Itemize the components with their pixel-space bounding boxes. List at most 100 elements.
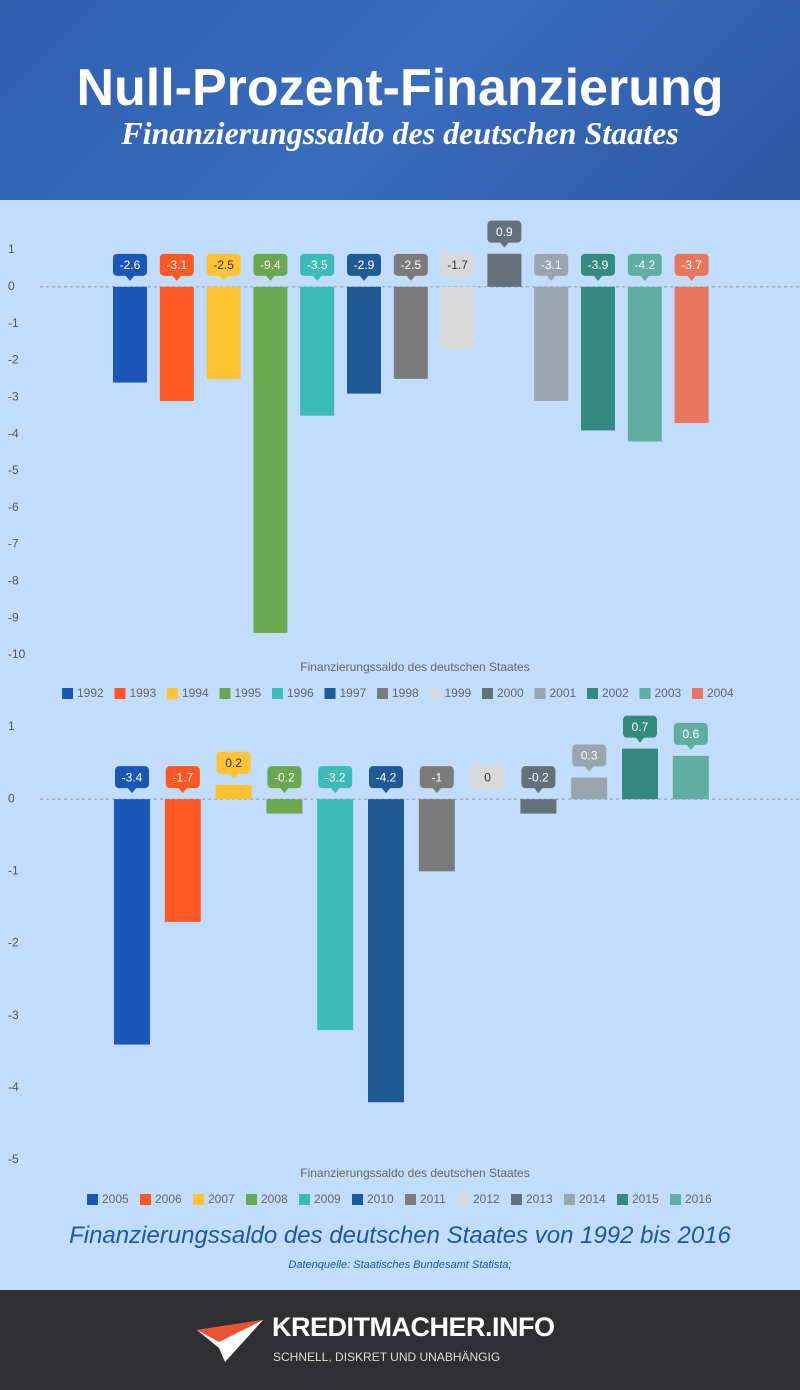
legend-label: 2006: [155, 1192, 182, 1206]
y-tick-label: -1: [8, 316, 19, 330]
bar: [114, 799, 150, 1045]
legend-label: 1996: [287, 686, 314, 700]
legend-label: 1993: [130, 686, 157, 700]
callout-pointer: [171, 274, 182, 281]
value-label: -0.2: [528, 770, 549, 784]
callout-pointer: [127, 787, 137, 794]
bar: [674, 286, 709, 424]
callout-box: [267, 766, 302, 789]
value-callout: 0.9: [487, 220, 522, 248]
legend-swatch: [639, 688, 651, 699]
value-callout: -3.2: [318, 766, 353, 794]
value-callout: -3.9: [581, 253, 615, 281]
y-tick-label: -1: [8, 864, 19, 878]
legend-swatch: [167, 688, 178, 699]
value-label: -1.7: [172, 770, 193, 784]
callout-box: [534, 253, 569, 276]
legend-swatch: [62, 688, 73, 699]
value-label: -3.2: [325, 770, 346, 784]
bar: [347, 286, 381, 394]
legend-label: 2009: [314, 1192, 341, 1206]
value-label: 0.7: [632, 720, 649, 734]
value-label: -9.4: [260, 258, 281, 272]
callout-pointer: [330, 787, 341, 794]
callout-pointer: [218, 274, 229, 281]
legend-swatch: [670, 1194, 681, 1205]
y-tick-label: -4: [8, 426, 19, 440]
y-tick-label: -7: [8, 537, 19, 551]
value-callout: 0.6: [673, 722, 708, 750]
legend-swatch: [429, 688, 441, 699]
title: Null-Prozent-Finanzierung: [76, 59, 724, 117]
callout-box: [113, 253, 147, 276]
callout-box: [347, 253, 381, 276]
callout-pointer: [265, 274, 276, 281]
callout-pointer: [685, 743, 696, 750]
chart-title: Finanzierungssaldo des deutschen Staates: [300, 1166, 529, 1180]
value-callout: -1.7: [440, 253, 475, 281]
value-label: -0.2: [274, 770, 295, 784]
value-callout: 0: [470, 766, 505, 794]
callout-box: [216, 751, 251, 774]
value-label: 0.2: [225, 756, 242, 770]
legend-swatch: [482, 688, 493, 699]
callout-box: [673, 722, 708, 745]
callout-box: [300, 253, 335, 276]
callout-box: [393, 253, 428, 276]
legend-label: 1998: [392, 686, 419, 700]
bar: [627, 286, 662, 442]
legend-swatch: [272, 688, 283, 699]
bar: [440, 286, 475, 350]
y-tick-label: -2: [8, 936, 19, 950]
legend-label: 1997: [340, 686, 367, 700]
legend-swatch: [193, 1194, 204, 1205]
value-callout: 0.3: [572, 744, 607, 772]
callout-pointer: [405, 274, 416, 281]
value-label: -3.9: [588, 258, 609, 272]
value-callout: -1.7: [165, 766, 200, 794]
legend-label: 1995: [235, 686, 262, 700]
legend-label: 2014: [579, 1192, 606, 1206]
bar: [520, 799, 557, 814]
callout-box: [572, 744, 607, 767]
legend-swatch: [377, 688, 388, 699]
value-label: -3.1: [541, 258, 562, 272]
legend-swatch: [140, 1194, 151, 1205]
value-label: -3.7: [681, 258, 702, 272]
value-callout: 0.2: [216, 751, 251, 779]
callout-box: [115, 766, 149, 789]
callout-box: [581, 253, 615, 276]
legend-label: 2000: [497, 686, 524, 700]
callout-pointer: [639, 274, 650, 281]
legend-label: 1999: [445, 686, 472, 700]
value-label: -3.4: [122, 770, 143, 784]
value-callout: -2.6: [113, 253, 147, 281]
bar: [253, 286, 288, 633]
callout-pointer: [635, 736, 645, 743]
legend-label: 2013: [526, 1192, 553, 1206]
value-label: -2.5: [213, 258, 234, 272]
y-tick-label: -9: [8, 610, 19, 624]
callout-box: [627, 253, 662, 276]
callout-pointer: [593, 274, 603, 281]
bar: [113, 286, 147, 383]
callout-box: [521, 766, 556, 789]
legend-swatch: [352, 1194, 363, 1205]
footer: KREDITMACHER.INFO SCHNELL, DISKRET UND U…: [0, 1290, 800, 1390]
header: Null-Prozent-Finanzierung Finanzierungss…: [0, 0, 800, 200]
value-callout: -2.5: [393, 253, 428, 281]
y-tick-label: 0: [8, 791, 15, 805]
callout-pointer: [431, 787, 442, 794]
value-callout: -4.2: [627, 253, 662, 281]
callout-box: [159, 253, 194, 276]
callout-pointer: [312, 274, 323, 281]
y-tick-label: 1: [8, 719, 15, 733]
legend-swatch: [324, 688, 336, 699]
y-tick-label: 0: [8, 279, 15, 293]
value-callout: 0.7: [623, 715, 657, 743]
callout-pointer: [359, 274, 369, 281]
y-tick-label: -5: [8, 463, 19, 477]
value-label: -3.1: [166, 258, 187, 272]
legend-label: 2012: [473, 1192, 500, 1206]
value-callout: -9.4: [253, 253, 288, 281]
